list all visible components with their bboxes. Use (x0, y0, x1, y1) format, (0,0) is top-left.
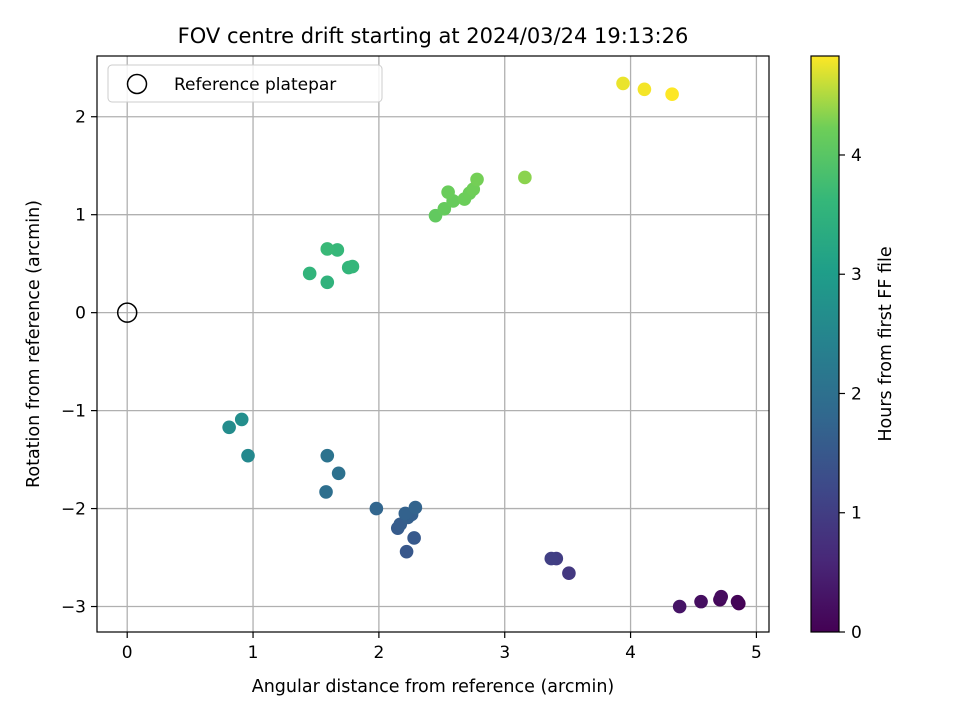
x-axis-label: Angular distance from reference (arcmin) (252, 677, 615, 697)
legend-entry: Reference platepar (174, 75, 336, 95)
y-tick-label: 2 (75, 108, 86, 128)
grid-lines (97, 56, 769, 632)
data-point (320, 275, 335, 290)
y-tick-label: 1 (75, 206, 86, 226)
data-point (441, 185, 455, 199)
colorbar-tick-label: 4 (851, 146, 862, 166)
data-point (637, 82, 652, 97)
x-tick-label: 4 (625, 643, 636, 663)
data-point (302, 266, 317, 281)
legend-marker-icon (126, 73, 148, 95)
data-point (470, 172, 484, 187)
plot-frame (96, 55, 770, 633)
legend: Reference platepar (107, 64, 383, 103)
data-point (319, 485, 333, 499)
x-tick-label: 1 (248, 643, 259, 663)
data-point (399, 544, 414, 559)
data-points (222, 76, 746, 614)
colorbar-tick-label: 1 (851, 504, 862, 524)
data-point (330, 243, 345, 257)
data-point (694, 594, 708, 609)
colorbar-gradient (810, 55, 840, 633)
reference-point (116, 302, 138, 323)
y-tick-label: −1 (61, 402, 86, 422)
data-point (714, 589, 728, 604)
x-axis-ticks: 0 1 2 3 4 5 (122, 632, 762, 663)
data-point (437, 202, 452, 216)
data-point (234, 412, 249, 427)
data-point (665, 87, 679, 102)
data-point (562, 566, 576, 581)
chart-title: FOV centre drift starting at 2024/03/24 … (178, 24, 689, 48)
x-tick-label: 2 (373, 643, 384, 663)
x-tick-label: 0 (122, 643, 133, 663)
x-tick-label: 3 (499, 643, 510, 663)
data-point (369, 501, 384, 516)
data-point (730, 594, 745, 609)
colorbar: 0 1 2 3 4 Hours from first FF file (810, 55, 896, 643)
legend-box (107, 64, 383, 103)
data-point (518, 170, 532, 185)
y-tick-label: −3 (61, 598, 86, 618)
data-point (320, 242, 335, 256)
data-point (345, 259, 360, 274)
y-axis-ticks: −3 −2 −1 0 1 2 (61, 108, 97, 618)
data-point (398, 506, 413, 521)
data-point (320, 448, 335, 463)
data-point (672, 599, 687, 614)
y-axis-label: Rotation from reference (arcmin) (24, 200, 44, 488)
colorbar-tick-label: 3 (851, 265, 862, 285)
data-point (407, 531, 421, 545)
colorbar-ticks: 0 1 2 3 4 (839, 146, 862, 643)
data-point (241, 448, 255, 463)
data-point (331, 466, 346, 481)
x-tick-label: 5 (751, 643, 762, 663)
data-point (408, 500, 423, 515)
colorbar-label: Hours from first FF file (876, 246, 896, 441)
colorbar-tick-label: 2 (851, 384, 862, 404)
colorbar-tick-label: 0 (851, 623, 862, 643)
y-tick-label: 0 (75, 304, 86, 324)
data-point (222, 420, 236, 435)
data-point (544, 551, 559, 566)
y-tick-label: −2 (61, 500, 86, 520)
data-point (616, 76, 630, 91)
